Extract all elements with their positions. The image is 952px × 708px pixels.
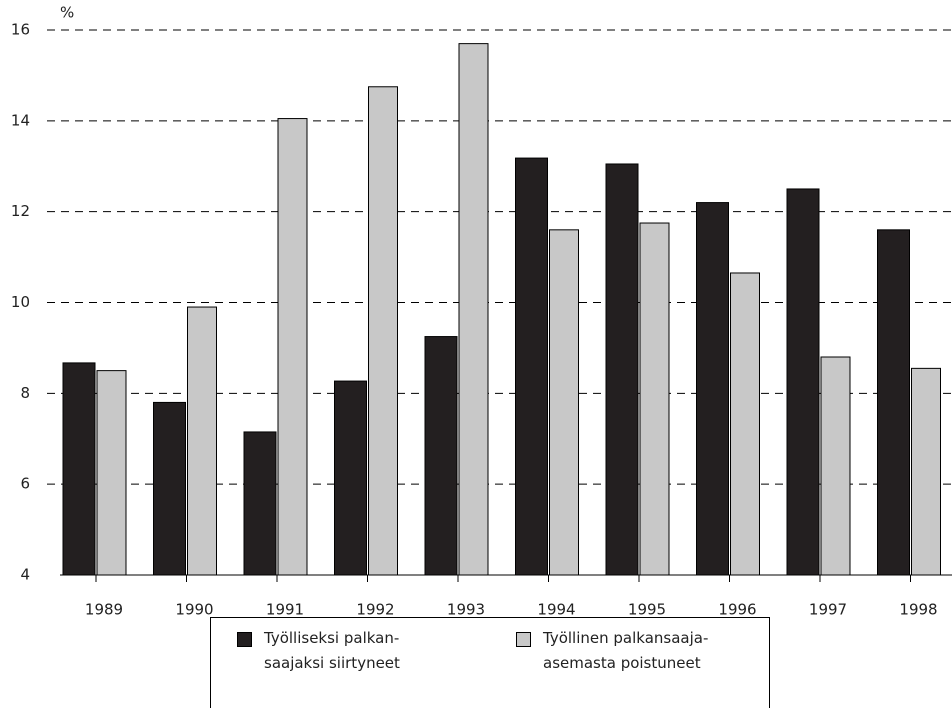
bar bbox=[424, 336, 458, 576]
legend-item: Työlliseksi palkan- saajaksi siirtyneet bbox=[211, 618, 490, 708]
bar bbox=[334, 380, 367, 576]
bar bbox=[515, 157, 548, 576]
bar bbox=[549, 229, 579, 576]
bar bbox=[62, 362, 96, 576]
bar bbox=[243, 431, 277, 576]
x-tick-label: 1995 bbox=[628, 601, 666, 619]
x-tick-label: 1994 bbox=[537, 601, 575, 619]
legend-label: Työlliseksi palkan- saajaksi siirtyneet bbox=[264, 629, 400, 672]
y-tick-label: 12 bbox=[11, 202, 30, 220]
bar bbox=[730, 272, 760, 576]
bar bbox=[368, 86, 398, 576]
y-tick-label: 14 bbox=[11, 111, 30, 129]
bar bbox=[639, 222, 670, 576]
bar bbox=[605, 163, 639, 576]
bar bbox=[820, 356, 851, 576]
x-tick-label: 1993 bbox=[447, 601, 485, 619]
bar bbox=[911, 367, 941, 576]
y-tick-label: 8 bbox=[20, 384, 30, 402]
y-tick-label: 4 bbox=[20, 566, 30, 584]
y-tick-label: 6 bbox=[20, 475, 30, 493]
x-tick-label: 1990 bbox=[175, 601, 213, 619]
bar bbox=[277, 118, 308, 576]
x-tick-label: 1998 bbox=[899, 601, 937, 619]
x-tick-label: 1989 bbox=[85, 601, 123, 619]
legend: Työlliseksi palkan- saajaksi siirtyneet T… bbox=[210, 617, 770, 708]
x-tick-label: 1992 bbox=[356, 601, 394, 619]
bar bbox=[877, 229, 910, 576]
y-tick-label: 10 bbox=[11, 293, 30, 311]
legend-swatch bbox=[237, 632, 252, 647]
y-tick-label: 16 bbox=[11, 21, 30, 39]
legend-swatch bbox=[516, 632, 531, 647]
bar bbox=[458, 43, 489, 576]
legend-item: Työllinen palkansaaja- asemasta poistune… bbox=[490, 618, 769, 708]
x-tick-label: 1991 bbox=[266, 601, 304, 619]
y-axis-label: % bbox=[60, 4, 74, 22]
bar bbox=[153, 401, 186, 576]
bar bbox=[696, 202, 729, 576]
bar bbox=[187, 306, 217, 576]
bar bbox=[786, 188, 820, 576]
x-tick-label: 1996 bbox=[718, 601, 756, 619]
bar bbox=[96, 370, 127, 576]
legend-label: Työllinen palkansaaja- asemasta poistune… bbox=[543, 629, 709, 672]
x-tick-label: 1997 bbox=[809, 601, 847, 619]
